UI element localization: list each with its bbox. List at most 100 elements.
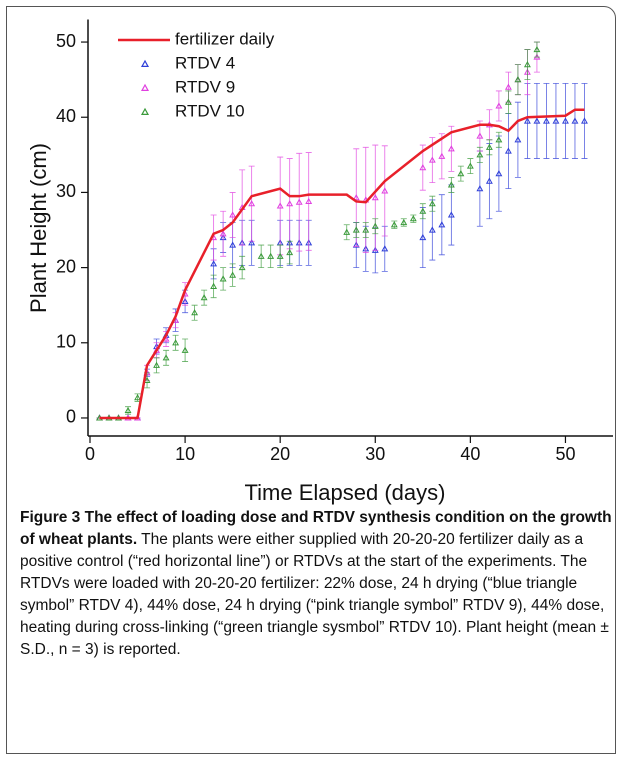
error-bar	[229, 192, 236, 238]
marker	[153, 361, 161, 368]
error-bar	[429, 195, 436, 212]
marker	[495, 136, 503, 143]
y-tick-label: 0	[66, 407, 76, 427]
figure-frame	[6, 6, 616, 754]
marker	[248, 200, 256, 207]
y-tick-label: 30	[56, 181, 76, 201]
marker	[257, 252, 265, 259]
x-tick-label: 10	[175, 444, 195, 464]
error-bar	[438, 133, 445, 180]
error-bar	[448, 184, 455, 246]
marker	[390, 221, 398, 228]
error-bar	[505, 90, 512, 114]
y-tick-label: 50	[56, 31, 76, 51]
error-bar	[210, 214, 217, 261]
marker	[143, 376, 151, 383]
marker	[514, 136, 522, 143]
marker	[552, 117, 560, 124]
marker	[352, 226, 360, 233]
error-bar	[495, 90, 502, 122]
marker	[533, 117, 541, 124]
error-bar	[296, 152, 303, 252]
marker	[428, 156, 436, 163]
marker	[162, 354, 170, 361]
marker	[381, 187, 389, 194]
marker	[504, 147, 512, 154]
marker	[124, 406, 132, 414]
error-bar	[362, 222, 369, 238]
legend-marker	[140, 107, 150, 116]
error-bar	[467, 158, 474, 175]
error-bar	[248, 165, 255, 242]
error-bar	[457, 165, 464, 182]
y-tick-label: 40	[56, 106, 76, 126]
marker	[248, 239, 256, 246]
chart: Time Elapsed (days) Plant Height (cm) 0 1…	[26, 19, 613, 505]
marker	[514, 76, 522, 83]
legend-label: fertilizer daily	[175, 29, 275, 48]
error-bar	[562, 83, 569, 159]
marker	[485, 177, 493, 184]
marker	[286, 200, 294, 207]
error-bar	[201, 289, 208, 306]
marker	[466, 162, 474, 169]
error-bar	[571, 83, 578, 159]
error-bar	[533, 41, 540, 58]
legend-marker	[140, 59, 150, 68]
caption-title: Figure 3 The effect of loading dose and …	[20, 509, 612, 548]
marker	[276, 252, 284, 259]
error-bar	[305, 152, 312, 251]
error-bar	[182, 338, 189, 362]
error-bar	[486, 139, 493, 156]
error-bar	[381, 145, 388, 237]
marker	[428, 226, 436, 233]
marker	[504, 83, 512, 90]
marker	[191, 309, 199, 316]
y-tick-label: 20	[56, 256, 76, 276]
marker	[362, 226, 370, 233]
marker	[210, 282, 218, 289]
marker	[229, 241, 237, 248]
error-bar	[533, 83, 540, 159]
marker	[200, 294, 208, 301]
x-tick-label: 20	[270, 444, 290, 464]
error-bar	[448, 176, 455, 193]
error-bar	[210, 274, 217, 299]
marker	[409, 215, 417, 222]
error-bar	[524, 49, 531, 81]
marker	[476, 132, 484, 139]
marker	[495, 102, 503, 109]
error-bar	[220, 267, 227, 291]
marker	[495, 169, 503, 177]
error-bar	[514, 101, 521, 178]
marker	[419, 233, 427, 241]
marker	[571, 117, 579, 124]
error-bar	[438, 194, 445, 256]
marker	[504, 98, 512, 105]
y-axis-label: Plant Height (cm)	[26, 143, 51, 313]
error-bar	[372, 144, 379, 251]
error-bar	[191, 304, 198, 321]
marker	[523, 60, 531, 68]
error-bar	[277, 156, 284, 256]
x-tick-label: 40	[460, 444, 480, 464]
marker	[352, 241, 360, 248]
error-bar	[267, 244, 274, 268]
marker	[457, 169, 465, 177]
marker	[438, 221, 446, 228]
error-bar	[172, 334, 179, 351]
error-bar	[239, 255, 246, 280]
error-bar	[543, 83, 550, 159]
error-bar	[229, 263, 236, 287]
marker	[533, 45, 541, 53]
error-bar	[258, 244, 265, 268]
error-bar	[581, 83, 588, 159]
x-tick-label: 0	[85, 444, 95, 464]
marker	[371, 194, 379, 201]
marker	[485, 143, 493, 150]
marker	[229, 211, 237, 218]
marker	[210, 260, 218, 267]
marker	[295, 198, 303, 205]
marker	[343, 228, 351, 235]
